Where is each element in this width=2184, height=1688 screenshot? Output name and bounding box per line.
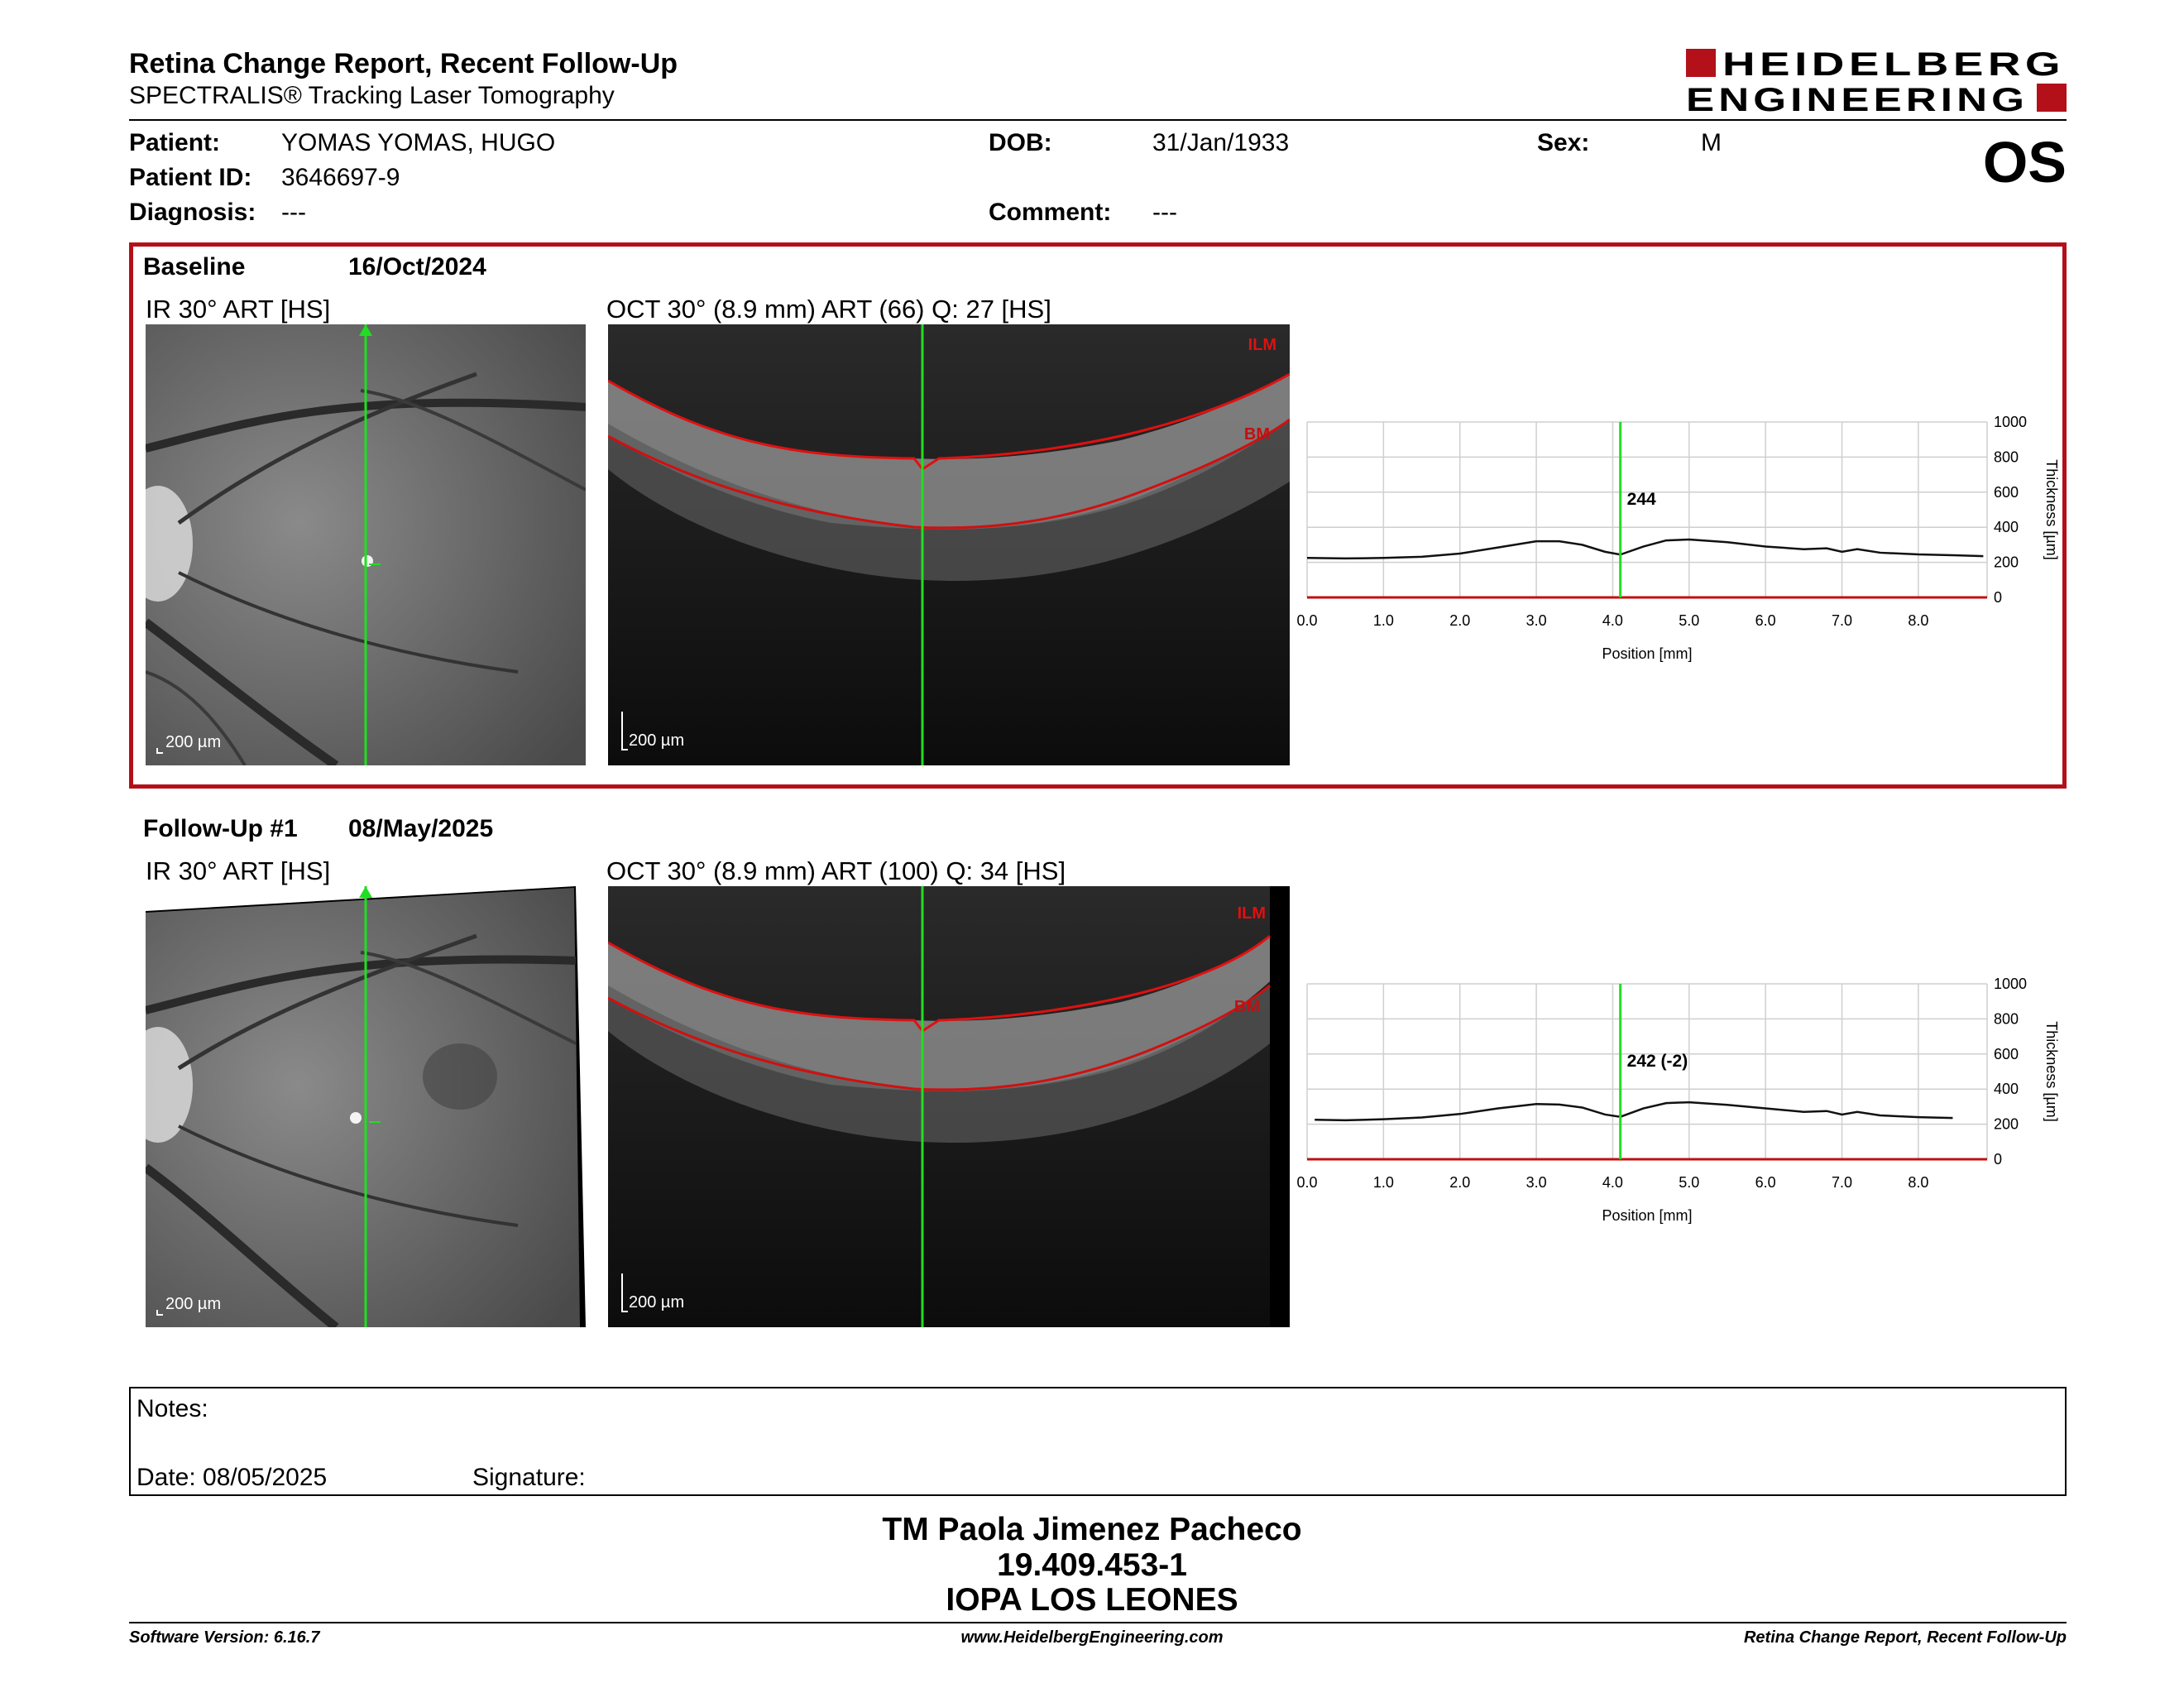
x-tick-label: 2.0 [1449,1174,1470,1191]
baseline-thickness-chart: 0.0 1.0 2.0 3.0 4.0 5.0 6.0 7.0 8.0 0 200 400 600 800… [1296,414,2060,662]
y-tick-label: 0 [1994,1151,2002,1168]
thickness-series-line [1315,1101,1953,1122]
followup-ir-fundus-image: 200 µm [146,886,586,1327]
x-tick-label: 4.0 [1602,1174,1623,1191]
y-tick-label: 400 [1994,519,2019,535]
x-tick-label: 7.0 [1832,1174,1852,1191]
y-tick-label: 600 [1994,1046,2019,1062]
software-version: Software Version: 6.16.7 [129,1628,320,1647]
y-tick-label: 600 [1994,484,2019,501]
followup-ir-caption: IR 30° ART [HS] [146,856,331,885]
dob-label: DOB: [989,129,1052,156]
footer-report-name: Retina Change Report, Recent Follow-Up [1743,1628,2067,1647]
y-tick-label: 200 [1994,554,2019,571]
thickness-value-label: 242 (-2) [1627,1052,1688,1071]
followup-oct-bscan-image: ILM BM 200 µm [608,886,1290,1327]
y-tick-label: 0 [1994,589,2002,606]
y-axis-label: Thickness [µm] [2043,459,2060,559]
footer-divider [129,1622,2067,1623]
header-divider [129,119,2067,121]
baseline-ir-scale-label: 200 µm [165,733,221,751]
dob-value: 31/Jan/1933 [1152,129,1290,156]
svg-text:HEIDELBERG: HEIDELBERG [1722,48,2065,83]
svg-text:ENGINEERING: ENGINEERING [1686,82,2028,114]
x-tick-label: 3.0 [1526,612,1547,629]
x-tick-label: 3.0 [1526,1174,1547,1191]
x-tick-label: 6.0 [1755,612,1776,629]
y-tick-label: 1000 [1994,976,2027,992]
y-axis-label: Thickness [µm] [2043,1021,2060,1121]
x-tick-label: 0.0 [1296,1174,1317,1191]
followup-thickness-chart: 0.0 1.0 2.0 3.0 4.0 5.0 6.0 7.0 8.0 0 200 400 600 800… [1296,976,2060,1224]
x-axis-label: Position [mm] [1602,1207,1692,1224]
baseline-oct-bscan-image: ILM BM 200 µm [608,324,1290,765]
institution-name: IOPA LOS LEONES [946,1582,1238,1618]
notes-label: Notes: [136,1395,208,1422]
notes-date: Date: 08/05/2025 [136,1464,328,1491]
diagnosis-label: Diagnosis: [129,199,256,226]
patient-id-label: Patient ID: [129,164,252,191]
report-title: Retina Change Report, Recent Follow-Up [129,48,678,79]
thickness-series-line [1306,538,1984,560]
baseline-label: Baseline [143,253,246,281]
x-tick-label: 8.0 [1908,1174,1928,1191]
baseline-ilm-label: ILM [1248,336,1276,354]
x-tick-label: 1.0 [1373,1174,1394,1191]
x-tick-label: 4.0 [1602,612,1623,629]
x-tick-label: 5.0 [1679,1174,1699,1191]
report-subtitle: SPECTRALIS® Tracking Laser Tomography [129,82,615,109]
patient-label: Patient: [129,129,221,156]
heidelberg-logo: HEIDELBERG ENGINEERING [1686,48,2067,114]
notes-signature-label: Signature: [472,1464,586,1491]
sex-label: Sex: [1537,129,1590,156]
baseline-oct-scale-label: 200 µm [629,731,684,750]
y-tick-label: 800 [1994,1010,2019,1027]
comment-value: --- [1152,199,1177,226]
x-tick-label: 1.0 [1373,612,1394,629]
x-tick-label: 5.0 [1679,612,1699,629]
baseline-ir-fundus-image: 200 µm [146,324,586,765]
patient-id-value: 3646697-9 [281,164,400,191]
patient-name: YOMAS YOMAS, HUGO [281,129,556,156]
x-axis-label: Position [mm] [1602,645,1692,662]
y-tick-label: 1000 [1994,414,2027,430]
followup-oct-scale-label: 200 µm [629,1293,684,1312]
comment-label: Comment: [989,199,1112,226]
followup-label: Follow-Up #1 [143,815,298,842]
followup-oct-caption: OCT 30° (8.9 mm) ART (100) Q: 34 [HS] [606,856,1066,885]
y-tick-label: 400 [1994,1081,2019,1097]
baseline-highlight-frame [129,242,2067,789]
y-tick-label: 800 [1994,448,2019,465]
eye-laterality: OS [1982,130,2067,194]
thickness-value-label: 244 [1627,490,1656,509]
technician-name: TM Paola Jimenez Pacheco [882,1512,1302,1547]
website-link[interactable]: www.HeidelbergEngineering.com [960,1628,1224,1647]
technician-rut: 19.409.453-1 [997,1547,1187,1583]
x-tick-label: 0.0 [1296,612,1317,629]
x-tick-label: 6.0 [1755,1174,1776,1191]
baseline-bm-label: BM [1244,425,1270,444]
baseline-oct-caption: OCT 30° (8.9 mm) ART (66) Q: 27 [HS] [606,295,1051,324]
y-tick-label: 200 [1994,1116,2019,1133]
sex-value: M [1701,129,1722,156]
x-tick-label: 2.0 [1449,612,1470,629]
followup-bm-label: BM [1234,998,1260,1016]
baseline-date: 16/Oct/2024 [348,253,486,281]
notes-box: Notes: Date: 08/05/2025 Signature: [129,1387,2067,1496]
followup-ilm-label: ILM [1238,904,1266,923]
followup-date: 08/May/2025 [348,815,494,842]
diagnosis-value: --- [281,199,306,226]
followup-ir-scale-label: 200 µm [165,1295,221,1313]
x-tick-label: 8.0 [1908,612,1928,629]
baseline-ir-caption: IR 30° ART [HS] [146,295,331,324]
x-tick-label: 7.0 [1832,612,1852,629]
